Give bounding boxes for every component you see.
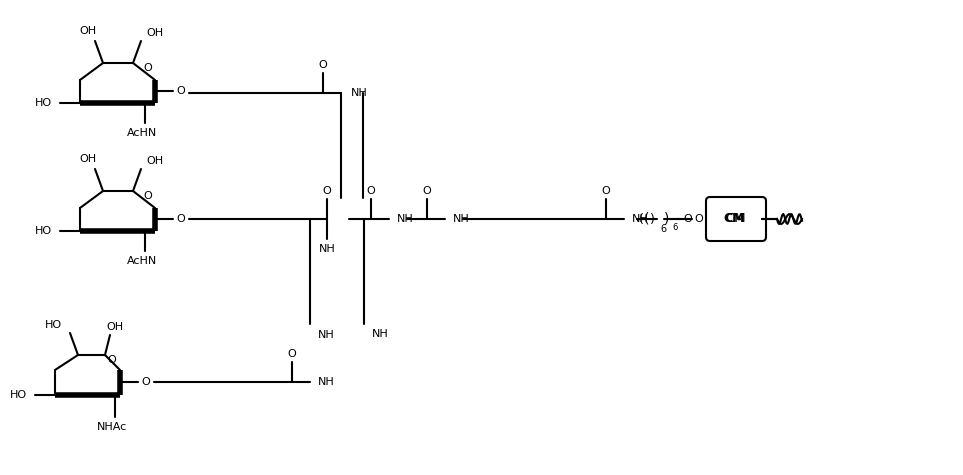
Text: O: O — [143, 63, 152, 73]
Text: O: O — [367, 186, 376, 196]
Text: O: O — [108, 355, 117, 365]
Text: O: O — [602, 186, 611, 196]
Text: NHAc: NHAc — [97, 422, 127, 432]
Text: (: ( — [644, 212, 649, 226]
Text: 6: 6 — [660, 224, 666, 234]
Text: O: O — [694, 214, 703, 224]
Text: 6: 6 — [672, 222, 677, 231]
Text: OH: OH — [79, 26, 96, 36]
Text: ): ) — [650, 212, 655, 226]
Text: AcHN: AcHN — [127, 128, 157, 138]
Text: NH: NH — [632, 214, 649, 224]
Text: O: O — [288, 349, 297, 359]
Text: NH: NH — [319, 244, 335, 254]
Text: CM: CM — [723, 212, 744, 226]
Text: NH: NH — [372, 329, 389, 339]
Text: OH: OH — [146, 156, 164, 166]
Text: AcHN: AcHN — [127, 256, 157, 266]
Text: O: O — [323, 186, 331, 196]
Text: O: O — [176, 86, 185, 96]
Text: O: O — [142, 377, 150, 387]
Text: NH: NH — [397, 214, 414, 224]
Text: O: O — [319, 60, 327, 70]
Text: NH: NH — [318, 330, 335, 340]
Text: CM: CM — [726, 212, 746, 226]
Text: O: O — [684, 214, 692, 224]
Text: HO: HO — [35, 226, 52, 236]
Text: NH: NH — [453, 214, 470, 224]
Text: HO: HO — [35, 98, 52, 108]
Text: OH: OH — [146, 28, 164, 38]
Text: OH: OH — [107, 322, 123, 332]
Text: ): ) — [664, 212, 669, 226]
Text: NH: NH — [318, 377, 335, 387]
FancyBboxPatch shape — [707, 198, 761, 240]
Text: OH: OH — [79, 154, 96, 164]
Text: O: O — [176, 214, 185, 224]
Text: HO: HO — [10, 390, 27, 400]
Text: O: O — [423, 186, 431, 196]
Text: O: O — [143, 191, 152, 201]
Text: HO: HO — [45, 320, 62, 330]
Text: NH: NH — [351, 88, 368, 98]
FancyBboxPatch shape — [706, 197, 766, 241]
Text: (: ( — [639, 212, 644, 226]
